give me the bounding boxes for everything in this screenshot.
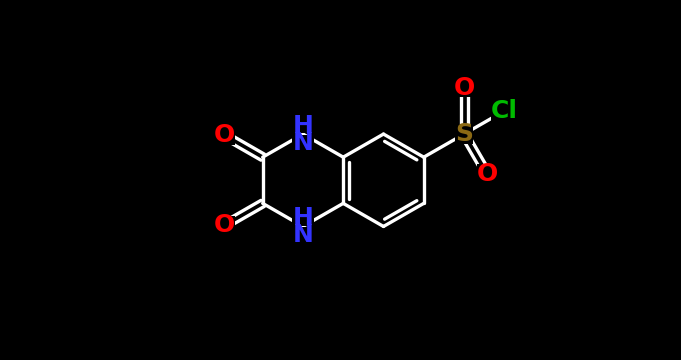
FancyBboxPatch shape — [455, 125, 473, 144]
FancyBboxPatch shape — [491, 101, 518, 121]
Text: Cl: Cl — [491, 99, 518, 123]
Text: H: H — [293, 206, 313, 230]
Text: H: H — [293, 114, 313, 138]
FancyBboxPatch shape — [215, 126, 234, 145]
FancyBboxPatch shape — [215, 216, 234, 235]
FancyBboxPatch shape — [292, 210, 314, 226]
FancyBboxPatch shape — [292, 135, 314, 150]
FancyBboxPatch shape — [477, 165, 497, 184]
Text: O: O — [477, 162, 498, 186]
FancyBboxPatch shape — [454, 78, 474, 98]
Text: O: O — [214, 213, 235, 237]
Text: N: N — [293, 223, 313, 247]
FancyBboxPatch shape — [292, 227, 314, 243]
Text: O: O — [214, 123, 235, 147]
Text: N: N — [293, 131, 313, 154]
FancyBboxPatch shape — [292, 118, 314, 133]
Text: O: O — [454, 76, 475, 100]
Text: S: S — [455, 122, 473, 146]
